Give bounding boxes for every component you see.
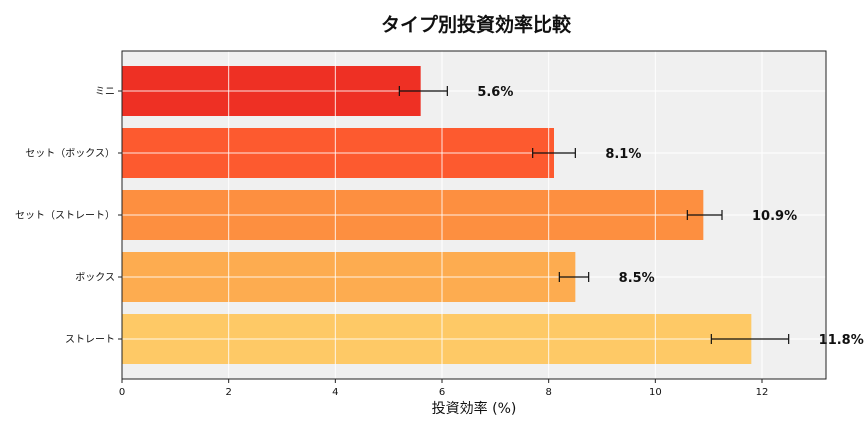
- chart-title: タイプ別投資効率比較: [381, 13, 572, 36]
- x-axis-label: 投資効率 (%): [432, 400, 517, 417]
- data-label: 8.5%: [619, 271, 655, 286]
- x-tick-label: 10: [649, 387, 662, 398]
- plot-frame: [121, 50, 827, 380]
- x-axis-ticks: 0 2 4 6 8 10 12: [119, 379, 769, 398]
- data-label: 10.9%: [752, 209, 797, 224]
- x-tick-label: 8: [545, 387, 551, 398]
- y-tick-label: セット（ボックス）: [25, 148, 115, 160]
- y-tick-label: ストレート: [65, 335, 115, 346]
- error-bars: [398, 86, 790, 344]
- x-tick-label: 6: [439, 387, 445, 398]
- data-label: 5.6%: [477, 85, 513, 100]
- y-tick-label: ボックス: [75, 272, 115, 284]
- x-tick-label: 12: [756, 387, 769, 398]
- x-tick-label: 4: [332, 387, 338, 398]
- y-tick-label: セット（ストレート）: [15, 210, 115, 222]
- data-label: 8.1%: [605, 147, 641, 162]
- y-tick-label: ミニ: [95, 87, 115, 98]
- x-tick-label: 2: [225, 387, 231, 398]
- data-label: 11.8%: [819, 333, 864, 348]
- bars: [122, 66, 752, 364]
- x-tick-label: 0: [119, 387, 125, 398]
- data-labels: 5.6% 8.1% 10.9% 8.5% 11.8%: [477, 85, 863, 348]
